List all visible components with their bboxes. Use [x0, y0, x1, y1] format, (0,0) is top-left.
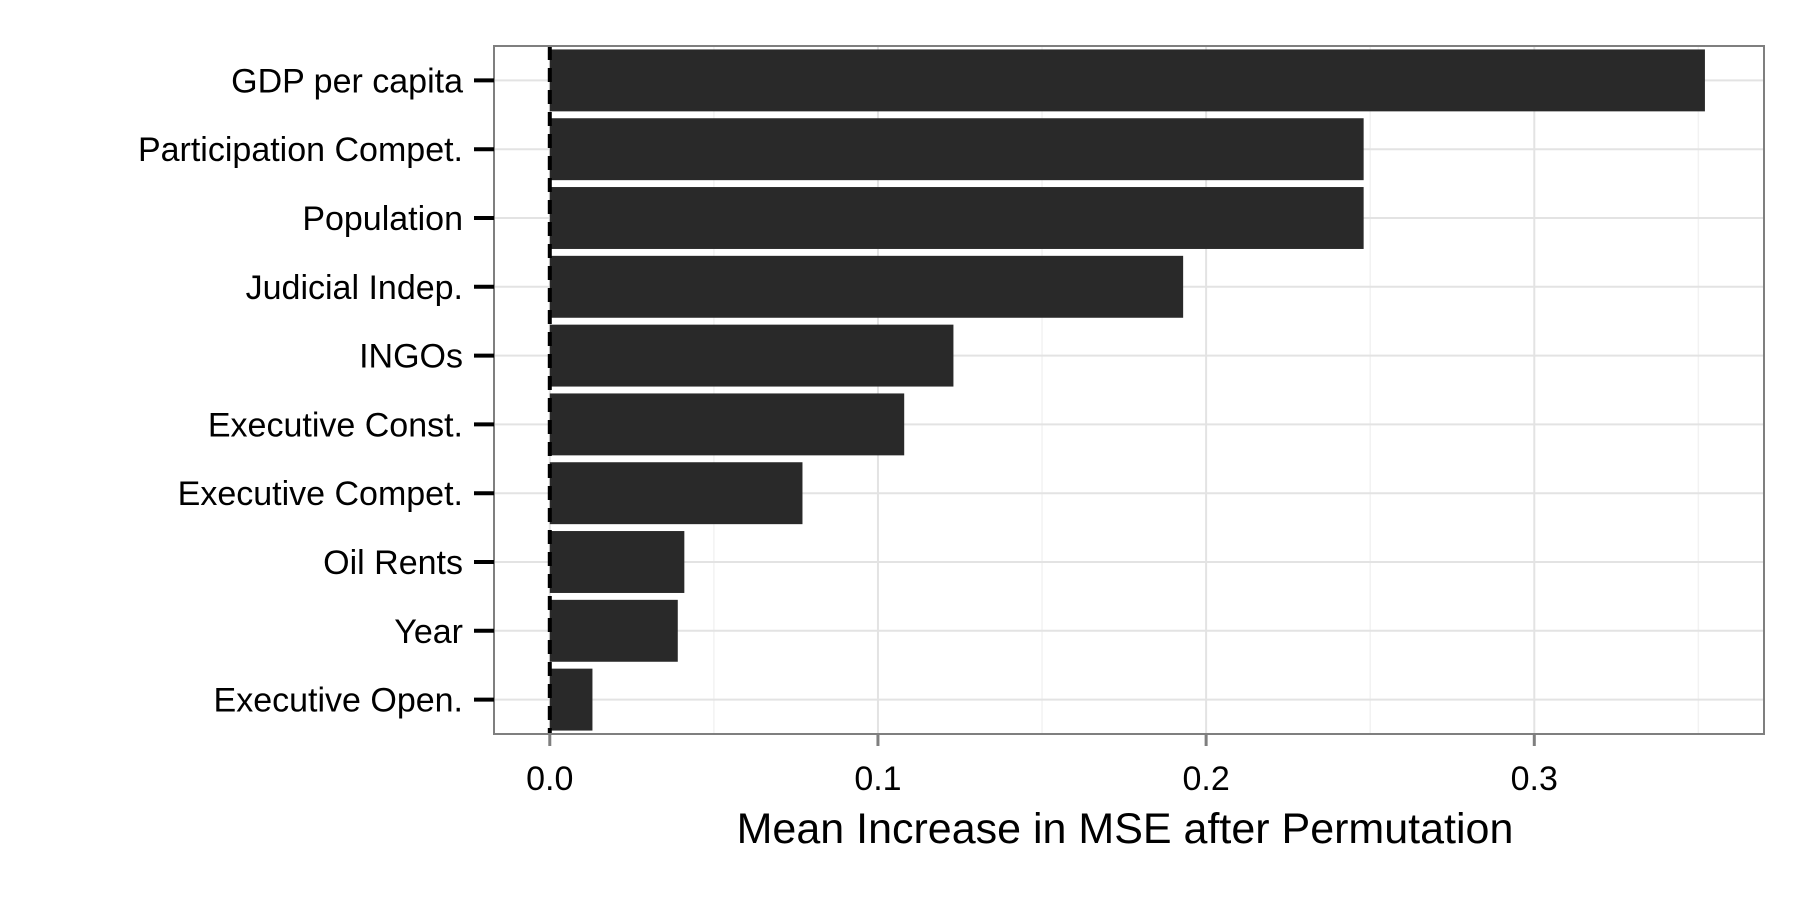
x-tick-label: 0.0 [526, 760, 573, 798]
y-tick-label: GDP per capita [231, 62, 463, 100]
bar [549, 668, 593, 731]
y-tick-label: Executive Compet. [178, 475, 463, 513]
bar [549, 324, 954, 387]
y-tick-label: Population [302, 200, 463, 238]
y-axis: GDP per capita Participation Compet. Popul… [138, 62, 494, 720]
x-tick-label: 0.1 [854, 760, 901, 798]
x-axis-title: Mean Increase in MSE after Permutation [737, 805, 1514, 853]
bars [549, 49, 1705, 731]
y-tick-label: Judicial Indep. [246, 269, 463, 307]
bar [549, 49, 1705, 112]
plot-panel-border [493, 45, 1765, 735]
bar [549, 531, 685, 593]
x-axis: 0.0 0.1 0.2 0.3 [526, 734, 1558, 798]
y-tick-label: Participation Compet. [138, 131, 463, 169]
x-tick-label: 0.3 [1511, 760, 1558, 798]
bar [549, 255, 1184, 318]
y-tick-label: INGOs [359, 338, 463, 376]
bar [549, 187, 1364, 249]
y-tick-label: Executive Open. [214, 682, 463, 720]
y-tick-label: Executive Const. [208, 406, 463, 444]
x-tick-label: 0.2 [1182, 760, 1229, 798]
bar [549, 393, 905, 456]
bar [549, 118, 1364, 181]
bar [549, 599, 678, 662]
y-tick-label: Oil Rents [323, 544, 463, 582]
bar [549, 462, 803, 525]
y-tick-label: Year [394, 613, 463, 651]
